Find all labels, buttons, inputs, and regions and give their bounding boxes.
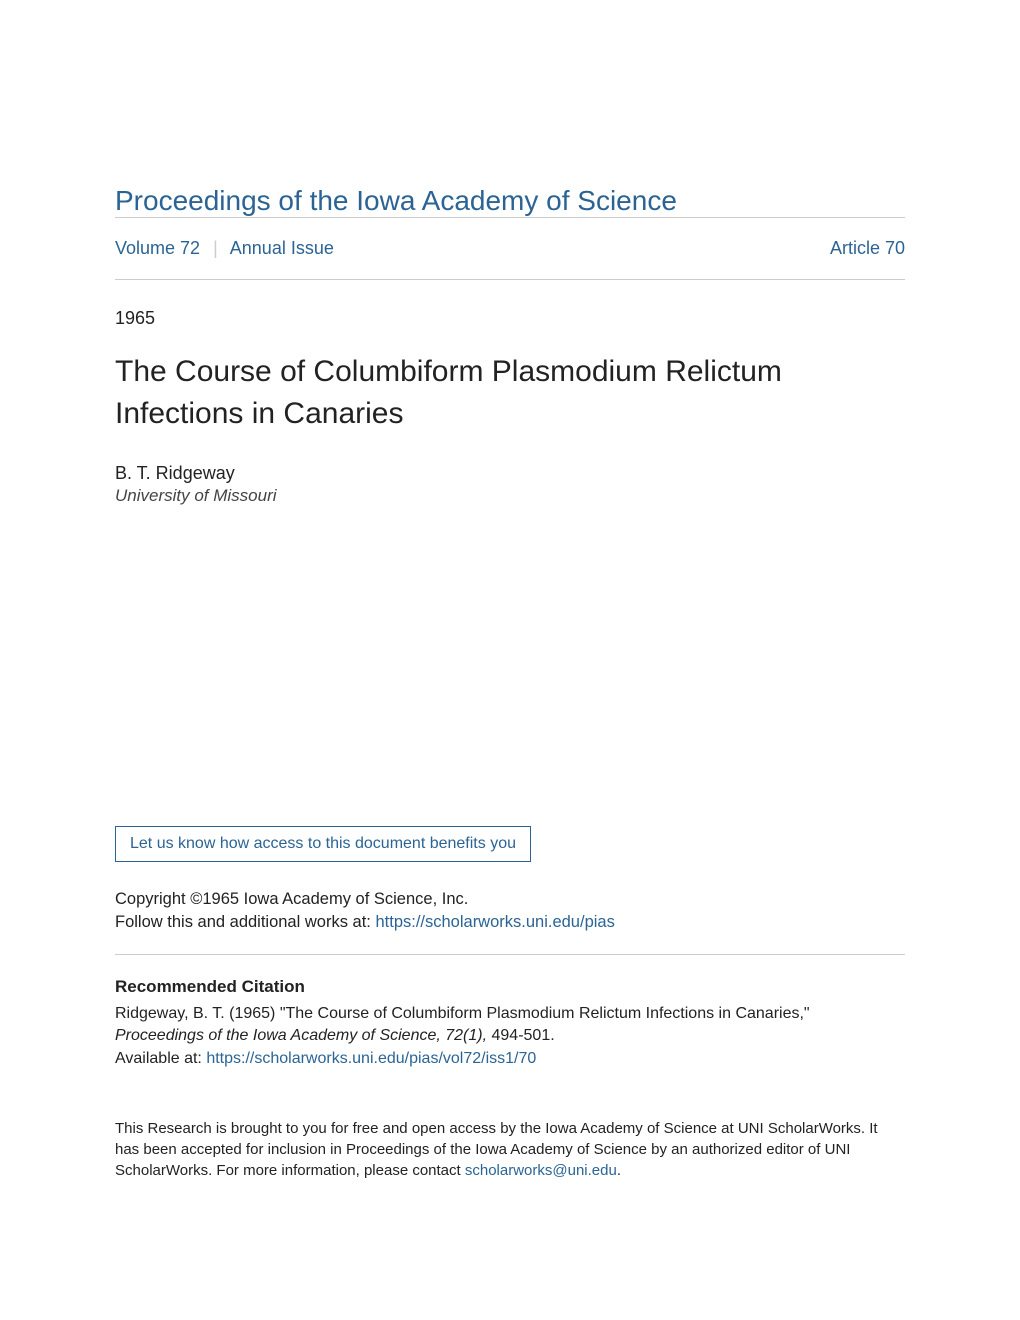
meta-separator: | <box>213 238 218 258</box>
issue-meta-left: Volume 72 | Annual Issue <box>115 238 334 259</box>
author-name: B. T. Ridgeway <box>115 463 905 484</box>
follow-url-link[interactable]: https://scholarworks.uni.edu/pias <box>375 913 614 931</box>
publication-year: 1965 <box>115 308 905 329</box>
issue-meta-row: Volume 72 | Annual Issue Article 70 <box>115 218 905 279</box>
citation-url-link[interactable]: https://scholarworks.uni.edu/pias/vol72/… <box>206 1050 536 1067</box>
divider-bottom <box>115 279 905 280</box>
journal-title-link[interactable]: Proceedings of the Iowa Academy of Scien… <box>115 185 677 216</box>
follow-line: Follow this and additional works at: htt… <box>115 913 905 932</box>
citation-available-prefix: Available at: <box>115 1050 206 1067</box>
recommended-citation-body: Ridgeway, B. T. (1965) "The Course of Co… <box>115 1003 905 1070</box>
footer-text-after: . <box>617 1162 621 1179</box>
footer-note: This Research is brought to you for free… <box>115 1118 905 1181</box>
contact-email-link[interactable]: scholarworks@uni.edu <box>465 1162 617 1179</box>
cover-page: Proceedings of the Iowa Academy of Scien… <box>0 0 1020 1241</box>
article-number-link[interactable]: Article 70 <box>830 238 905 259</box>
recommended-citation-heading: Recommended Citation <box>115 977 905 997</box>
volume-link[interactable]: Volume 72 <box>115 238 200 258</box>
article-title: The Course of Columbiform Plasmodium Rel… <box>115 351 905 435</box>
issue-link[interactable]: Annual Issue <box>230 238 334 258</box>
citation-journal-italic: Proceedings of the Iowa Academy of Scien… <box>115 1027 487 1044</box>
citation-line1: Ridgeway, B. T. (1965) "The Course of Co… <box>115 1005 810 1022</box>
follow-prefix: Follow this and additional works at: <box>115 913 375 931</box>
access-benefits-button[interactable]: Let us know how access to this document … <box>115 826 531 862</box>
divider-citation <box>115 954 905 955</box>
citation-pages: 494-501. <box>487 1027 555 1044</box>
author-affiliation: University of Missouri <box>115 486 905 506</box>
copyright-line: Copyright ©1965 Iowa Academy of Science,… <box>115 890 905 909</box>
